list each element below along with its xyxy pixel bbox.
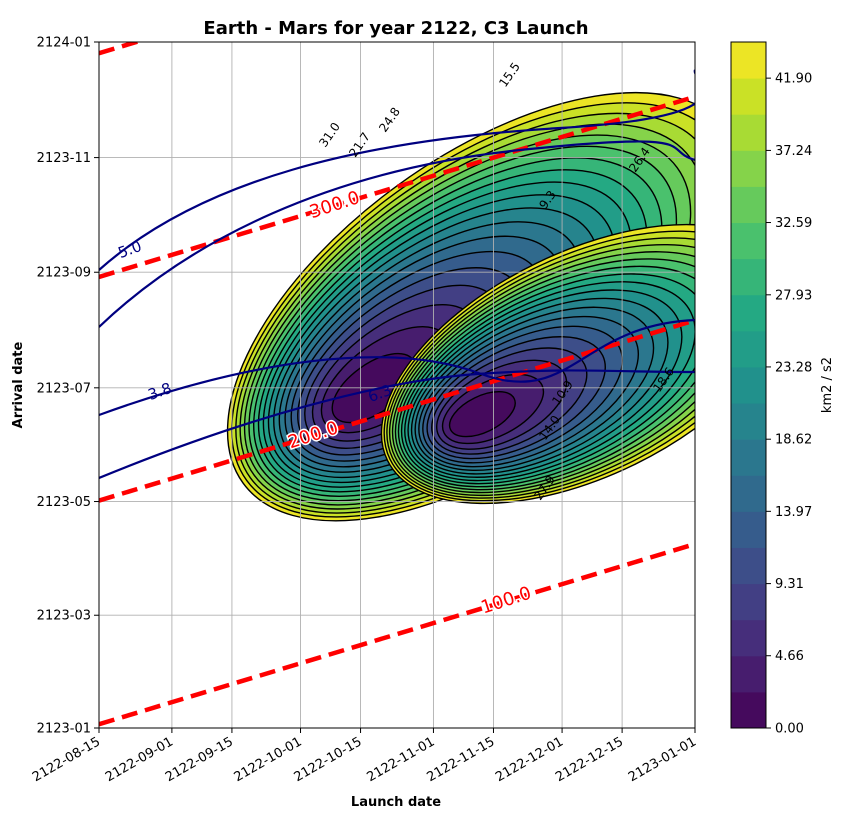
colorbar-segment [731,331,766,368]
x-axis-label: Launch date [351,795,441,810]
colorbar-tick-label: 27.93 [775,288,812,303]
colorbar-segment [731,186,766,223]
y-tick-label: 2123-11 [37,151,91,166]
x-tick-label: 2122-10-15 [292,734,365,785]
colorbar-segment [731,42,766,79]
colorbar-label: km2 / s2 [820,357,835,413]
colorbar-segment [731,475,766,512]
colorbar-segment [731,656,766,693]
colorbar-tick-label: 41.90 [775,72,812,87]
colorbar-segment [731,584,766,621]
x-tick-label: 2122-09-15 [163,734,236,785]
colorbar-segment [731,439,766,476]
colorbar-segment [731,78,766,115]
x-tick-label: 2122-12-15 [553,734,626,785]
y-tick-label: 2124-01 [37,36,91,51]
y-tick-label: 2123-09 [37,266,91,281]
colorbar-segment [731,259,766,296]
colorbar-segment [731,547,766,584]
colorbar-tick-label: 32.59 [775,216,812,231]
y-tick-label: 2123-07 [37,381,91,396]
y-tick-label: 2123-01 [37,722,91,737]
colorbar-segment [731,367,766,404]
colorbar-segment [731,692,766,729]
colorbar-tick-label: 0.00 [775,722,804,737]
x-tick-label: 2122-08-15 [30,734,103,785]
colorbar-tick-label: 13.97 [775,505,812,520]
colorbar-tick-label: 18.62 [775,433,812,448]
x-axis: 2122-08-15 2122-09-012122-09-152122-10-01… [30,728,699,785]
colorbar-segment [731,150,766,187]
colorbar-tick-label: 23.28 [775,360,812,375]
colorbar-segment [731,114,766,151]
colorbar-segment [731,295,766,332]
colorbar-segment [731,403,766,440]
colorbar: 0.00 4.66 9.31 13.97 18.62 23.28 27.93 32.59 37.… [731,42,812,737]
colorbar-segment [731,620,766,657]
y-tick-label: 2123-05 [37,495,91,510]
y-axis-label: Arrival date [11,341,26,428]
colorbar-tick-label: 4.66 [775,649,804,664]
colorbar-segment [731,223,766,260]
colorbar-tick-label: 37.24 [775,144,812,159]
x-tick-label: 2122-11-15 [425,734,498,785]
y-tick-label: 2123-03 [37,609,91,624]
y-axis: 2123-01 2123-03 2123-05 2123-07 2123-09 2123-… [37,36,99,737]
chart-title: Earth - Mars for year 2122, C3 Launch [203,18,588,39]
x-tick-label: 2123-01-01 [626,734,699,785]
colorbar-tick-label: 9.31 [775,577,804,592]
colorbar-segment [731,511,766,548]
